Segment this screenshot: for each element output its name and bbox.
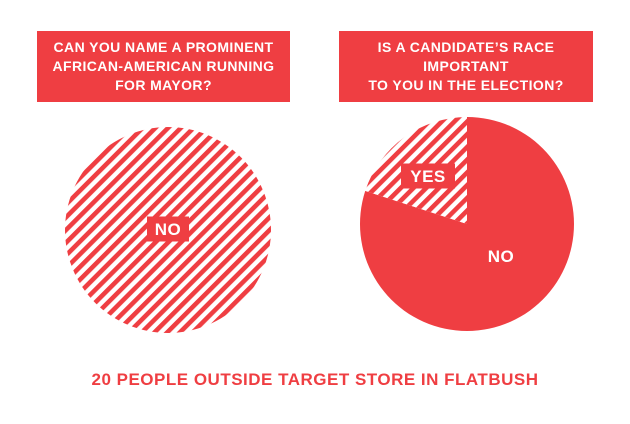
footer-caption: 20 PEOPLE OUTSIDE TARGET STORE IN FLATBU… (91, 370, 539, 389)
slice-label-box (480, 243, 522, 269)
slice-label-no: NO (488, 247, 515, 266)
slice-label-no: NO (155, 220, 182, 239)
question-2-title: IS A CANDIDATE’S RACE IMPORTANT TO YOU I… (368, 39, 564, 93)
question-1-box: CAN YOU NAME A PROMINENT AFRICAN-AMERICA… (37, 31, 290, 102)
slice-label-box (147, 216, 189, 242)
question-2-box: IS A CANDIDATE’S RACE IMPORTANT TO YOU I… (339, 31, 593, 102)
question-1-title: CAN YOU NAME A PROMINENT AFRICAN-AMERICA… (52, 39, 275, 93)
slice-label-box (401, 163, 455, 189)
slice-label-yes: YES (410, 167, 446, 186)
